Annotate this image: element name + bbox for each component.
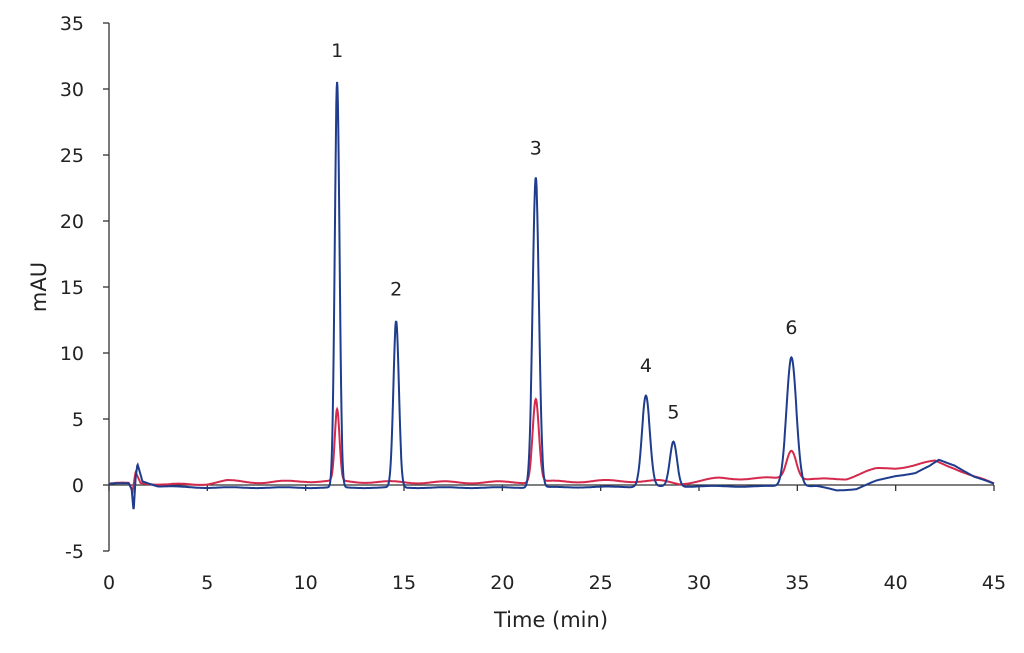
x-tick-label: 30 [687,572,711,594]
x-axis-label: Time (min) [493,608,608,632]
peak-label-6: 6 [785,317,797,339]
peak-label-3: 3 [530,137,542,159]
y-tick-label: 35 [60,13,84,35]
blue-trace-line [109,81,995,510]
x-tick-label: 40 [884,572,908,594]
y-tick-label: 30 [60,79,84,101]
y-tick-label: 25 [60,145,84,167]
x-tick-label: 35 [785,572,809,594]
x-tick-label: 20 [490,572,514,594]
peak-label-4: 4 [640,355,652,377]
y-axis-label: mAU [27,262,51,312]
x-tick-label: 0 [103,572,115,594]
traces [108,81,995,510]
x-tick-label: 15 [392,572,416,594]
peak-label-2: 2 [390,279,402,301]
x-tick-label: 10 [294,572,318,594]
y-tick-label: 10 [60,343,84,365]
y-tick-label: 20 [60,211,84,233]
peak-label-5: 5 [667,401,679,423]
x-tick-label: 45 [982,572,1006,594]
x-tick-label: 25 [589,572,613,594]
y-tick-label: 0 [72,475,84,497]
peak-labels: 1 2 3 4 5 6 [331,40,797,424]
x-tick-label: 5 [201,572,213,594]
y-tick-label: 15 [60,277,84,299]
red-trace-line [108,397,995,495]
peak-label-1: 1 [331,40,343,62]
y-tick-label: 5 [72,409,84,431]
y-tick-label: -5 [65,541,84,563]
